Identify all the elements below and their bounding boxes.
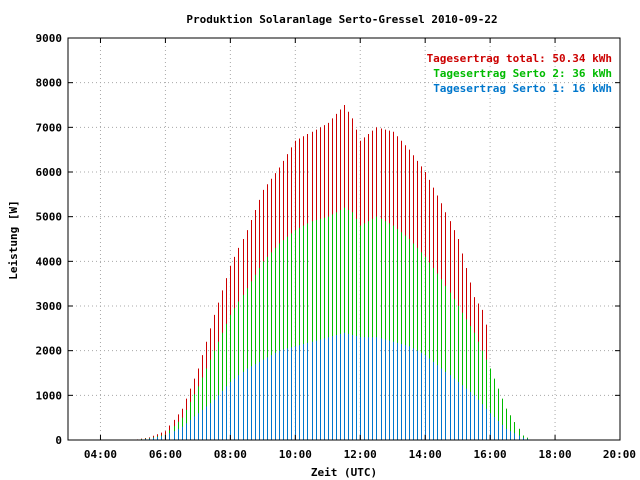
y-axis-label: Leistung [W] [7, 200, 20, 279]
x-axis-ticks: 04:00 06:00 08:00 10:00 12:00 14:00 16:00 18:00… [84, 38, 636, 461]
x-tick-label-5: 14:00 [409, 448, 442, 461]
x-tick-label-8: 20:00 [603, 448, 636, 461]
x-tick-label-0: 04:00 [84, 448, 117, 461]
bars-group [137, 105, 528, 440]
y-tick-label-7: 7000 [36, 121, 63, 134]
x-tick-label-6: 16:00 [474, 448, 507, 461]
legend-entry-3: Tagesertrag Serto 1: 16 kWh [433, 82, 612, 95]
x-tick-label-7: 18:00 [538, 448, 571, 461]
legend-entry-1: Tagesertrag total: 50.34 kWh [427, 52, 612, 65]
x-tick-label-4: 12:00 [344, 448, 377, 461]
x-tick-label-1: 06:00 [149, 448, 182, 461]
x-tick-label-3: 10:00 [279, 448, 312, 461]
y-tick-label-9: 9000 [36, 32, 63, 45]
legend-entry-2: Tagesertrag Serto 2: 36 kWh [433, 67, 612, 80]
y-tick-label-6: 6000 [36, 166, 63, 179]
y-tick-label-8: 8000 [36, 77, 63, 90]
chart-title: Produktion Solaranlage Serto-Gressel 201… [186, 13, 497, 26]
y-tick-label-5: 5000 [36, 211, 63, 224]
y-tick-label-0: 0 [55, 434, 62, 447]
legend: Tagesertrag total: 50.34 kWh Tagesertrag … [427, 52, 612, 95]
x-axis-label: Zeit (UTC) [311, 466, 377, 479]
x-tick-label-2: 08:00 [214, 448, 247, 461]
y-tick-label-4: 4000 [36, 255, 63, 268]
plot-frame [67, 37, 621, 441]
y-tick-label-2: 2000 [36, 345, 63, 358]
y-tick-label-1: 1000 [36, 389, 63, 402]
y-tick-label-3: 3000 [36, 300, 63, 313]
y-axis-ticks: 0 1000 2000 3000 4000 5000 6000 7000 8000 9000 [36, 32, 620, 447]
